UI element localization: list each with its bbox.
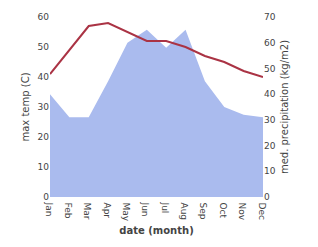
- svg-text:40: 40: [38, 72, 50, 82]
- svg-text:Nov: Nov: [237, 203, 247, 221]
- svg-text:30: 30: [264, 115, 276, 125]
- svg-text:Oct: Oct: [218, 203, 228, 219]
- svg-text:Jul: Jul: [160, 202, 170, 214]
- svg-text:40: 40: [264, 89, 276, 99]
- svg-text:Mar: Mar: [82, 203, 92, 220]
- svg-text:70: 70: [264, 12, 276, 22]
- svg-text:50: 50: [264, 64, 276, 74]
- svg-text:50: 50: [38, 42, 50, 52]
- svg-text:Jun: Jun: [140, 202, 150, 217]
- svg-text:60: 60: [264, 38, 276, 48]
- svg-text:20: 20: [38, 132, 50, 142]
- svg-text:Apr: Apr: [102, 203, 112, 219]
- svg-text:Aug: Aug: [179, 203, 189, 221]
- svg-text:10: 10: [264, 166, 276, 176]
- svg-text:date (month): date (month): [119, 225, 193, 236]
- svg-text:60: 60: [38, 12, 50, 22]
- svg-text:30: 30: [38, 102, 50, 112]
- svg-text:10: 10: [38, 162, 50, 172]
- svg-text:Feb: Feb: [63, 203, 73, 219]
- svg-text:med. precipitation (kg/m2): med. precipitation (kg/m2): [279, 40, 290, 174]
- svg-text:0: 0: [43, 192, 49, 202]
- svg-text:0: 0: [264, 192, 270, 202]
- svg-text:20: 20: [264, 141, 276, 151]
- svg-text:Sep: Sep: [198, 203, 208, 220]
- svg-text:Jan: Jan: [44, 202, 54, 217]
- svg-text:max temp (C): max temp (C): [20, 72, 31, 141]
- svg-text:Dec: Dec: [257, 203, 267, 220]
- svg-text:May: May: [121, 203, 131, 222]
